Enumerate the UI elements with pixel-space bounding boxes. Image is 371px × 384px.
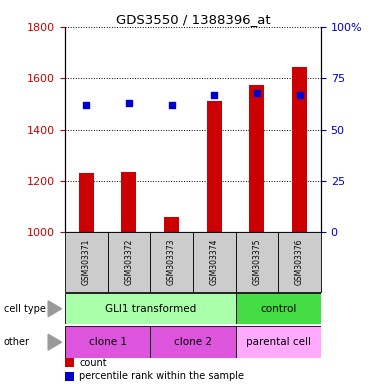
Bar bbox=[150, 326, 236, 358]
Bar bbox=[193, 232, 236, 292]
Polygon shape bbox=[48, 334, 62, 350]
Bar bbox=[164, 217, 179, 232]
Point bbox=[83, 102, 89, 108]
Text: parental cell: parental cell bbox=[246, 337, 311, 347]
Point bbox=[126, 100, 132, 106]
Bar bbox=[207, 101, 222, 232]
Bar bbox=[236, 232, 278, 292]
Polygon shape bbox=[48, 301, 62, 316]
Point bbox=[168, 102, 174, 108]
Bar bbox=[65, 358, 74, 367]
Text: GSM303376: GSM303376 bbox=[295, 239, 304, 285]
Text: clone 1: clone 1 bbox=[89, 337, 127, 347]
Text: control: control bbox=[260, 304, 296, 314]
Text: other: other bbox=[4, 337, 30, 347]
Bar bbox=[292, 67, 307, 232]
Bar bbox=[236, 293, 321, 324]
Bar bbox=[65, 232, 108, 292]
Bar bbox=[79, 173, 94, 232]
Bar bbox=[108, 232, 150, 292]
Text: GSM303372: GSM303372 bbox=[124, 239, 134, 285]
Text: clone 2: clone 2 bbox=[174, 337, 212, 347]
Text: cell type: cell type bbox=[4, 304, 46, 314]
Bar bbox=[65, 326, 150, 358]
Text: GSM303375: GSM303375 bbox=[252, 239, 262, 285]
Point bbox=[254, 89, 260, 96]
Text: GSM303373: GSM303373 bbox=[167, 239, 176, 285]
Bar bbox=[278, 232, 321, 292]
Title: GDS3550 / 1388396_at: GDS3550 / 1388396_at bbox=[116, 13, 270, 26]
Text: GSM303371: GSM303371 bbox=[82, 239, 91, 285]
Bar bbox=[121, 172, 137, 232]
Point bbox=[297, 92, 303, 98]
Text: GLI1 transformed: GLI1 transformed bbox=[105, 304, 196, 314]
Text: GSM303374: GSM303374 bbox=[210, 239, 219, 285]
Bar bbox=[65, 372, 74, 381]
Bar bbox=[150, 232, 193, 292]
Point bbox=[211, 92, 217, 98]
Bar bbox=[65, 293, 236, 324]
Bar bbox=[249, 84, 265, 232]
Text: count: count bbox=[79, 358, 106, 368]
Text: percentile rank within the sample: percentile rank within the sample bbox=[79, 371, 244, 381]
Bar bbox=[236, 326, 321, 358]
